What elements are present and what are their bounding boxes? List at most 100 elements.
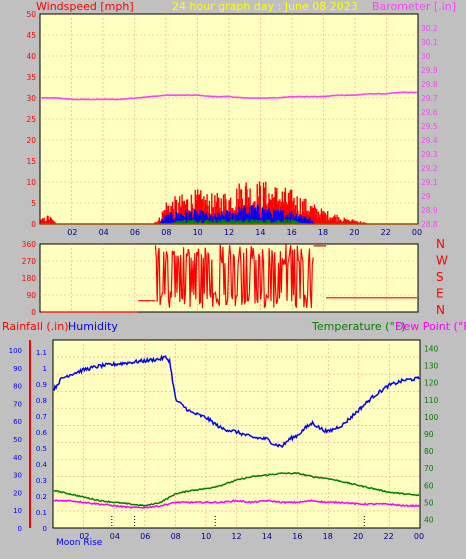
wind-gust-line (40, 181, 370, 224)
dewpoint-axis-label: Dew Point (°F) (395, 320, 466, 333)
temp-grid (53, 340, 420, 528)
temperature-tick-label: 40 (424, 515, 434, 524)
humidity-tick-label: 30 (13, 472, 22, 480)
wind-tick-label: 15 (26, 157, 36, 166)
temperature-line (53, 472, 420, 507)
baro-tick-label: 30.2 (421, 24, 438, 33)
direction-tick-label: 360 (22, 240, 37, 249)
rainfall-axis-label: Rainfall (.in) (2, 320, 69, 333)
direction-tick-label: 0 (31, 308, 36, 317)
baro-tick-label: 29.5 (421, 122, 438, 131)
temperature-axis-label: Temperature (°F) (311, 320, 406, 333)
rainfall-tick-label: 0.6 (36, 429, 48, 437)
x-tick-label: 12 (224, 228, 234, 237)
wind-tick-label: 20 (26, 136, 36, 145)
wind-x-ticks: 02 04 06 08 10 12 14 16 18 20 22 00 (67, 228, 422, 237)
x-tick-label: 16 (287, 228, 297, 237)
humidity-tick-label: 100 (9, 347, 22, 355)
chart-title: 24 hour graph day : June 08 2023 (172, 0, 358, 13)
direction-letter: W (436, 254, 448, 268)
direction-letter: E (436, 287, 444, 301)
rainfall-tick-label: 0.3 (36, 477, 47, 485)
temperature-tick-label: 120 (424, 379, 439, 388)
rainfall-tick-label: 0.2 (36, 493, 47, 501)
temperature-tick-label: 130 (424, 362, 439, 371)
humidity-tick-label: 70 (13, 400, 22, 408)
humidity-tick-label: 80 (13, 383, 22, 391)
x-tick-label: 20 (349, 228, 359, 237)
baro-tick-label: 28.9 (421, 206, 438, 215)
wind-tick-label: 0 (31, 220, 36, 229)
x-tick-label: 06 (140, 532, 150, 541)
humidity-tick-label: 40 (13, 454, 22, 462)
humidity-tick-label: 90 (13, 365, 22, 373)
dew-point-line (53, 499, 420, 509)
rainfall-tick-label: 0.4 (36, 461, 48, 469)
temp-x-ticks: 02 04 06 08 10 12 14 16 18 20 22 00 (79, 532, 424, 541)
baro-axis-label: Barometer [.in] (372, 0, 456, 13)
temperature-tick-label: 80 (424, 447, 434, 456)
temperature-tick-label: 110 (424, 396, 439, 405)
direction-tick-label: 90 (26, 291, 36, 300)
humidity-axis-label: Humidity (68, 320, 118, 333)
baro-tick-label: 29.2 (421, 164, 438, 173)
temp-humidity-series (53, 354, 420, 509)
baro-tick-label: 30 (421, 52, 431, 61)
baro-tick-label: 30.1 (421, 38, 438, 47)
baro-tick-label: 28.8 (421, 220, 438, 229)
wind-tick-label: 25 (26, 115, 36, 124)
baro-y-ticks: 28.8 28.9 29 29.1 29.2 29.3 29.4 29.5 29.6 29.7 29… (421, 24, 438, 229)
wind-direction-line (41, 244, 417, 313)
x-tick-label: 00 (414, 532, 424, 541)
baro-tick-label: 29.3 (421, 150, 438, 159)
rainfall-tick-label: 0.7 (36, 413, 47, 421)
direction-letter: S (436, 270, 444, 284)
x-tick-label: 08 (161, 228, 171, 237)
x-tick-label: 00 (412, 228, 422, 237)
humidity-line (53, 354, 420, 449)
temperature-tick-label: 100 (424, 413, 439, 422)
wind-tick-label: 45 (26, 31, 36, 40)
x-tick-label: 08 (171, 532, 181, 541)
direction-series (41, 244, 417, 313)
humidity-tick-label: 0 (18, 525, 22, 533)
direction-y-ticks: 0 90 180 270 360 (22, 240, 37, 317)
temperature-tick-label: 50 (424, 498, 434, 507)
baro-tick-label: 29.4 (421, 136, 438, 145)
direction-tick-label: 180 (22, 274, 37, 283)
x-tick-label: 14 (262, 532, 272, 541)
x-tick-label: 02 (79, 532, 89, 541)
humidity-tick-label: 20 (13, 489, 22, 497)
x-tick-label: 10 (201, 532, 211, 541)
temperature-y-ticks: 40 50 60 70 80 90 100 110 120 130 140 (424, 345, 439, 525)
baro-tick-label: 29 (421, 192, 431, 201)
temperature-tick-label: 140 (424, 345, 439, 354)
moon-rise-label: Moon Rise (56, 538, 103, 548)
direction-tick-label: 270 (22, 257, 37, 266)
wind-baro-series (40, 91, 418, 225)
rainfall-tick-label: 0.9 (36, 381, 47, 389)
rainfall-tick-label: 0.1 (36, 509, 47, 517)
wind-tick-label: 30 (26, 94, 36, 103)
wind-y-ticks: 0 5 10 15 20 25 30 35 40 45 50 (26, 10, 36, 229)
x-tick-label: 04 (110, 532, 120, 541)
rainfall-tick-label: 1.1 (36, 349, 47, 357)
x-tick-label: 04 (99, 228, 109, 237)
humidity-tick-label: 60 (13, 418, 22, 426)
humidity-tick-label: 50 (13, 436, 22, 444)
rainfall-tick-label: 0.8 (36, 397, 47, 405)
x-tick-label: 12 (231, 532, 241, 541)
humidity-tick-label: 10 (13, 507, 22, 515)
temperature-tick-label: 70 (424, 464, 434, 473)
direction-letter: N (436, 237, 445, 251)
humidity-y-ticks: 0 10 20 30 40 50 60 70 80 90 100 (9, 347, 22, 533)
wind-tick-label: 5 (31, 199, 36, 208)
wind-tick-label: 35 (26, 73, 36, 82)
baro-tick-label: 29.1 (421, 178, 438, 187)
moon-markers (111, 516, 365, 528)
x-tick-label: 10 (193, 228, 203, 237)
rainfall-tick-label: 0.5 (36, 445, 47, 453)
barometer-line (40, 91, 418, 101)
